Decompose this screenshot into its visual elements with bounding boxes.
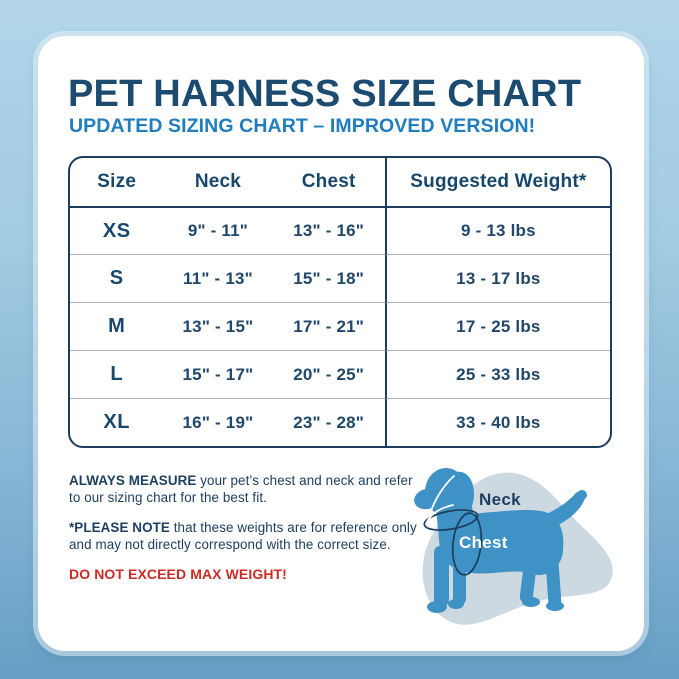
size-chart-table: Size Neck Chest Suggested Weight* XS 9" … xyxy=(68,156,612,448)
neck-label: Neck xyxy=(479,490,521,509)
notes-block: ALWAYS MEASURE your pet’s chest and neck… xyxy=(69,472,417,596)
table-cell-neck: 11" - 13" xyxy=(163,254,273,302)
table-cell-weight: 13 - 17 lbs xyxy=(384,254,610,302)
table-cell-neck: 9" - 11" xyxy=(163,206,273,254)
column-header-weight: Suggested Weight* xyxy=(384,158,610,206)
table-cell-chest: 23" - 28" xyxy=(272,398,385,446)
note-please-rest: that these weights are for reference onl… xyxy=(69,520,417,552)
column-header-neck: Neck xyxy=(194,171,242,192)
note-measure: ALWAYS MEASURE your pet’s chest and neck… xyxy=(69,472,417,506)
column-header-chest: Chest xyxy=(301,171,356,192)
page-title: PET HARNESS SIZE CHART xyxy=(68,73,582,115)
table-cell-weight: 17 - 25 lbs xyxy=(384,302,610,350)
dog-measurement-diagram: Neck Chest xyxy=(396,454,644,651)
page-subtitle: UPDATED SIZING CHART – IMPROVED VERSION! xyxy=(69,115,536,137)
neck-measure-loop xyxy=(423,509,479,531)
note-measure-rest: your pet’s chest and neck and refer to o… xyxy=(69,473,413,505)
table-cell-neck: 15" - 17" xyxy=(163,350,273,398)
column-header-size: Size xyxy=(97,171,137,192)
note-please-lead: *PLEASE NOTE xyxy=(69,520,170,535)
dog-illustration xyxy=(414,468,613,625)
chest-label: Chest xyxy=(459,533,508,552)
table-cell-size: XL xyxy=(70,398,164,446)
table-cell-neck: 16" - 19" xyxy=(163,398,273,446)
table-cell-size: XS xyxy=(70,206,164,254)
table-cell-chest: 17" - 21" xyxy=(272,302,385,350)
table-cell-weight: 9 - 13 lbs xyxy=(384,206,610,254)
table-cell-chest: 20" - 25" xyxy=(272,350,385,398)
chest-measure-loop xyxy=(451,512,483,576)
table-cell-weight: 33 - 40 lbs xyxy=(384,398,610,446)
infographic-card: PET HARNESS SIZE CHART UPDATED SIZING CH… xyxy=(38,36,644,651)
dog-silhouette xyxy=(414,468,587,613)
table-cell-size: S xyxy=(70,254,164,302)
table-cell-chest: 13" - 16" xyxy=(272,206,385,254)
neck-measure-arc-white xyxy=(425,504,454,525)
table-cell-chest: 15" - 18" xyxy=(272,254,385,302)
table-cell-size: L xyxy=(70,350,164,398)
table-cell-weight: 25 - 33 lbs xyxy=(384,350,610,398)
note-please: *PLEASE NOTE that these weights are for … xyxy=(69,519,417,553)
table-cell-size: M xyxy=(70,302,164,350)
note-measure-lead: ALWAYS MEASURE xyxy=(69,473,197,488)
max-weight-warning: DO NOT EXCEED MAX WEIGHT! xyxy=(69,566,287,582)
neck-measure-line-white xyxy=(430,475,455,512)
table-cell-neck: 13" - 15" xyxy=(163,302,273,350)
